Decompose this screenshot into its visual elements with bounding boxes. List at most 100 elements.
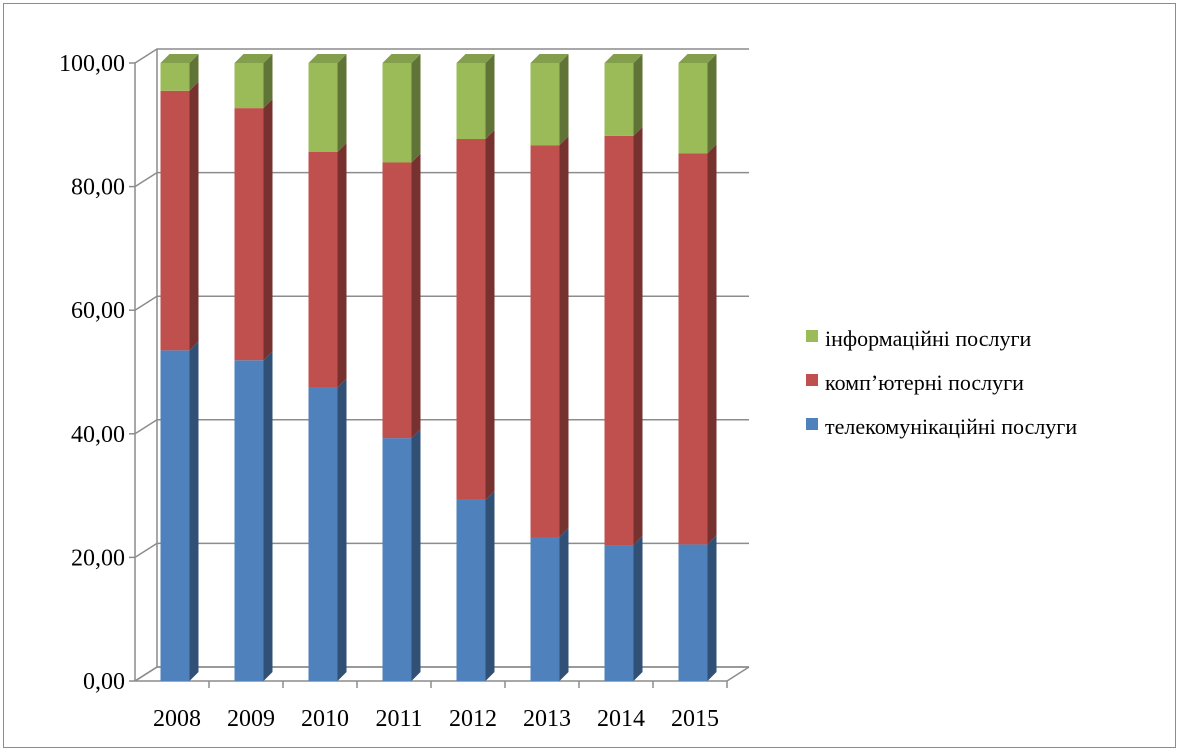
bar-side (633, 54, 643, 136)
bar-front (456, 63, 486, 140)
bar-top (530, 54, 569, 63)
bar-segment (308, 142, 347, 388)
bar-segment (382, 54, 421, 163)
legend-item: інформаційні послуги (806, 326, 1031, 351)
legend-label: телекомунікаційні послуги (825, 414, 1077, 439)
bar-front (678, 153, 708, 545)
gridline (134, 295, 749, 311)
bar-segment (604, 536, 643, 681)
bar-side (707, 535, 717, 681)
x-tick-label: 2012 (449, 706, 497, 732)
bar-side (633, 126, 643, 546)
legend-label: інформаційні послуги (825, 326, 1031, 351)
bar-front (382, 63, 412, 163)
bar-segment (678, 144, 717, 545)
x-tick-label: 2014 (597, 706, 645, 732)
y-tick-label: 80,00 (71, 175, 125, 201)
bar-segment (604, 126, 643, 546)
bar-side (189, 54, 199, 91)
x-tick-label: 2015 (671, 706, 719, 732)
bar-side (707, 144, 717, 545)
bar-side (633, 536, 643, 681)
bar-side (411, 54, 421, 163)
bar-front (604, 63, 634, 136)
bar-side (263, 99, 273, 361)
bar-top (604, 54, 643, 63)
bar-front (160, 350, 190, 681)
bar-front (308, 63, 338, 152)
bar-side (189, 81, 199, 351)
bar-segment (382, 153, 421, 439)
bar-front (530, 537, 560, 681)
bar-top (456, 54, 495, 63)
bar-segment (604, 54, 643, 136)
x-axis-ticks: 2008 2009 2010 2011 2012 2013 2014 2015 (153, 706, 719, 732)
y-axis-ticks: 0,00 20,00 40,00 60,00 80,00 100,00 (59, 51, 125, 695)
x-tick-label: 2010 (301, 706, 349, 732)
bar-side (485, 54, 495, 140)
bar-segment (234, 54, 273, 109)
bar-front (456, 499, 486, 681)
bar-front (456, 139, 486, 500)
bar-side (485, 490, 495, 681)
y-tick-label: 40,00 (71, 422, 125, 448)
bar-side (337, 378, 347, 681)
legend-item: комп’ютерні послуги (806, 370, 1024, 395)
bar-front (234, 360, 264, 681)
bar-segment (234, 99, 273, 361)
gridline (134, 171, 749, 188)
bar-side (559, 136, 569, 538)
bar-front (678, 63, 708, 154)
bar-segment (160, 341, 199, 681)
bar-side (337, 142, 347, 388)
bar-front (604, 135, 634, 546)
bar-side (559, 54, 569, 146)
bar-side (263, 351, 273, 681)
bar-segment (308, 54, 347, 152)
bar-segment (456, 54, 495, 140)
bar-side (189, 341, 199, 681)
legend-swatch (806, 330, 818, 342)
bar-segment (308, 378, 347, 681)
bar-side (263, 54, 273, 109)
bar-front (604, 545, 634, 681)
y-tick-label: 60,00 (71, 298, 125, 324)
bar-segment (382, 429, 421, 681)
gridlines (129, 48, 749, 682)
bar-segment (530, 528, 569, 681)
x-axis-line (135, 666, 750, 682)
x-tick-label: 2013 (523, 706, 571, 732)
x-tick-label: 2009 (227, 706, 275, 732)
bar-side (559, 528, 569, 681)
bar-front (530, 145, 560, 538)
x-tick-label: 2008 (153, 706, 201, 732)
bar-segment (678, 54, 717, 154)
bar-top (234, 54, 273, 63)
bars (160, 54, 717, 681)
bar-segment (456, 130, 495, 500)
bar-top (160, 54, 199, 63)
y-tick-label: 100,00 (59, 51, 125, 77)
bar-side (485, 130, 495, 500)
bar-side (337, 54, 347, 152)
y-tick-label: 20,00 (71, 545, 125, 571)
gridline (134, 419, 749, 435)
chart-walls (134, 49, 749, 682)
bar-segment (456, 490, 495, 681)
y-tick-label: 0,00 (83, 669, 125, 695)
bar-segment (234, 351, 273, 681)
bar-segment (160, 81, 199, 351)
bar-front (234, 63, 264, 109)
bar-side (707, 54, 717, 154)
bar-front (382, 438, 412, 681)
bar-front (160, 90, 190, 351)
legend-item: телекомунікаційні послуги (806, 414, 1077, 439)
legend-swatch (806, 374, 818, 386)
gridline (134, 542, 749, 559)
legend-swatch (806, 418, 818, 430)
bar-front (308, 151, 338, 388)
bar-segment (530, 136, 569, 538)
gridline (134, 666, 749, 682)
gridline (134, 48, 749, 64)
